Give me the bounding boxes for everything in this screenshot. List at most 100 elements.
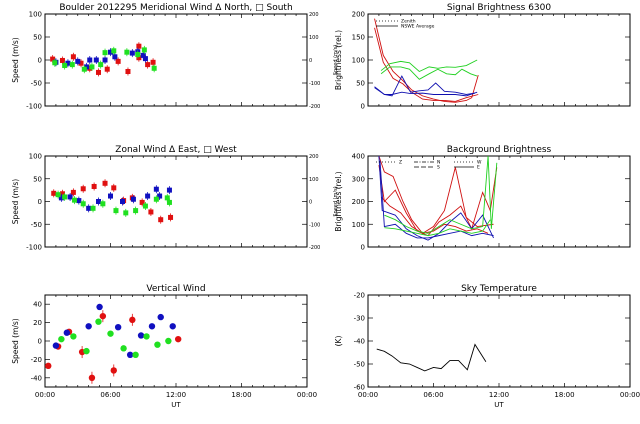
data-point-green [141,45,147,54]
chart-title: Sky Temperature [461,284,537,294]
data-point-blue [130,195,136,204]
data-point-red [91,182,97,191]
data-point-green [55,190,61,199]
y-tick-label: 300 [352,175,365,183]
marker [143,333,150,340]
legend-label: Zenith [401,19,416,25]
data-point-blue [76,196,82,205]
data-point-blue [114,324,122,331]
data-point-green [165,337,172,345]
data-point-green [102,48,108,57]
data-point-red [150,58,156,67]
data-point-green [135,50,141,59]
legend-label: N [437,160,440,166]
data-point-blue [87,56,93,64]
marker [107,330,114,337]
chart-zonal: Zonal Wind Δ East, □ West -100 -50 0 50 100 -2… [11,145,339,252]
data-point-blue [129,49,135,58]
data-point-green [100,199,106,208]
y-tick-label: -20 [354,292,365,300]
x-tick-label: 12:00 [166,391,186,399]
marker [85,323,92,330]
legend-label: NSWE Average [401,24,435,30]
y-right-tick-label: -100 [309,81,320,87]
data-point-red [111,183,117,192]
y-right-tick-label: 0 [309,58,312,64]
data-point-red [70,188,76,197]
data-point-blue [93,56,99,64]
y-tick-label: 100 [29,153,42,161]
data-point-blue [169,323,176,330]
data-point-blue [75,57,81,66]
data-point-green [70,333,77,340]
y-tick-label: 150 [352,34,365,42]
x-tick-label: 00:00 [358,391,378,399]
marker [58,335,65,343]
x-tick-label: 00:00 [620,391,640,399]
y-tick-label: 100 [29,11,42,19]
data-point-green [123,208,129,217]
marker [83,347,90,355]
x-tick-label: 00:00 [297,391,317,399]
y-tick-label: -50 [31,221,42,229]
data-point-green [143,333,150,340]
data-point-green [153,195,159,204]
data-point-green [154,341,161,348]
y-axis-label: Speed (m/s) [11,179,20,225]
marker [126,351,134,358]
y-tick-label: 0 [38,57,42,65]
series-line-green-avg [380,66,478,80]
data-point-blue [86,204,92,213]
data-point-red [148,207,154,216]
data-point-green [132,351,139,358]
data-point-green [58,335,65,343]
y-tick-label: 40 [33,301,42,309]
data-point-green [83,347,90,355]
y-axis-label: Brightness (rel.) [334,30,343,90]
data-point-red [139,198,145,207]
y-right-tick-label: -200 [309,104,320,110]
data-point-green [62,192,68,201]
y-tick-label: -50 [31,80,42,88]
data-point-green [52,58,58,67]
x-tick-label: 12:00 [489,391,509,399]
y-right-axis-label: Speed (m/s) [333,186,339,216]
y-tick-label: 0 [361,244,365,252]
series-line-green-2 [384,219,491,237]
y-tick-label: 100 [352,221,365,229]
data-point-blue [112,52,118,61]
data-point-green [124,48,130,57]
marker [52,342,60,349]
marker [95,318,102,325]
data-point-red [110,364,117,377]
marker [70,333,77,340]
x-tick-label: 06:00 [423,391,443,399]
x-tick-label: 06:00 [100,391,120,399]
data-point-blue [153,185,159,194]
marker [114,324,122,331]
data-point-blue [52,342,60,349]
y-tick-label: 50 [356,80,365,88]
y-right-axis-label: Speed (m/s) [333,45,339,75]
data-point-green [133,206,139,215]
data-point-green [98,60,104,69]
data-point-red [70,52,76,61]
chart-title: Zonal Wind Δ East, □ West [115,145,237,155]
data-point-green [120,345,127,352]
legend-label: Z [399,160,402,166]
y-right-tick-label: -100 [309,222,320,228]
data-point-green [80,199,86,208]
y-right-tick-label: -200 [309,245,320,251]
marker [169,323,176,330]
marker [165,337,172,345]
chart-title: Background Brightness [447,145,552,155]
y-tick-label: -100 [26,103,42,111]
data-point-blue [96,303,103,311]
y-right-tick-label: 200 [309,154,319,160]
series-line-red-zenith [374,18,479,103]
chart-background: Background Brightness 0 100 200 300 400 Bright… [334,145,631,252]
series-line-red-3 [380,196,489,234]
data-point-red [145,60,151,69]
data-point-blue [108,192,113,201]
y-tick-label: 20 [33,319,42,327]
